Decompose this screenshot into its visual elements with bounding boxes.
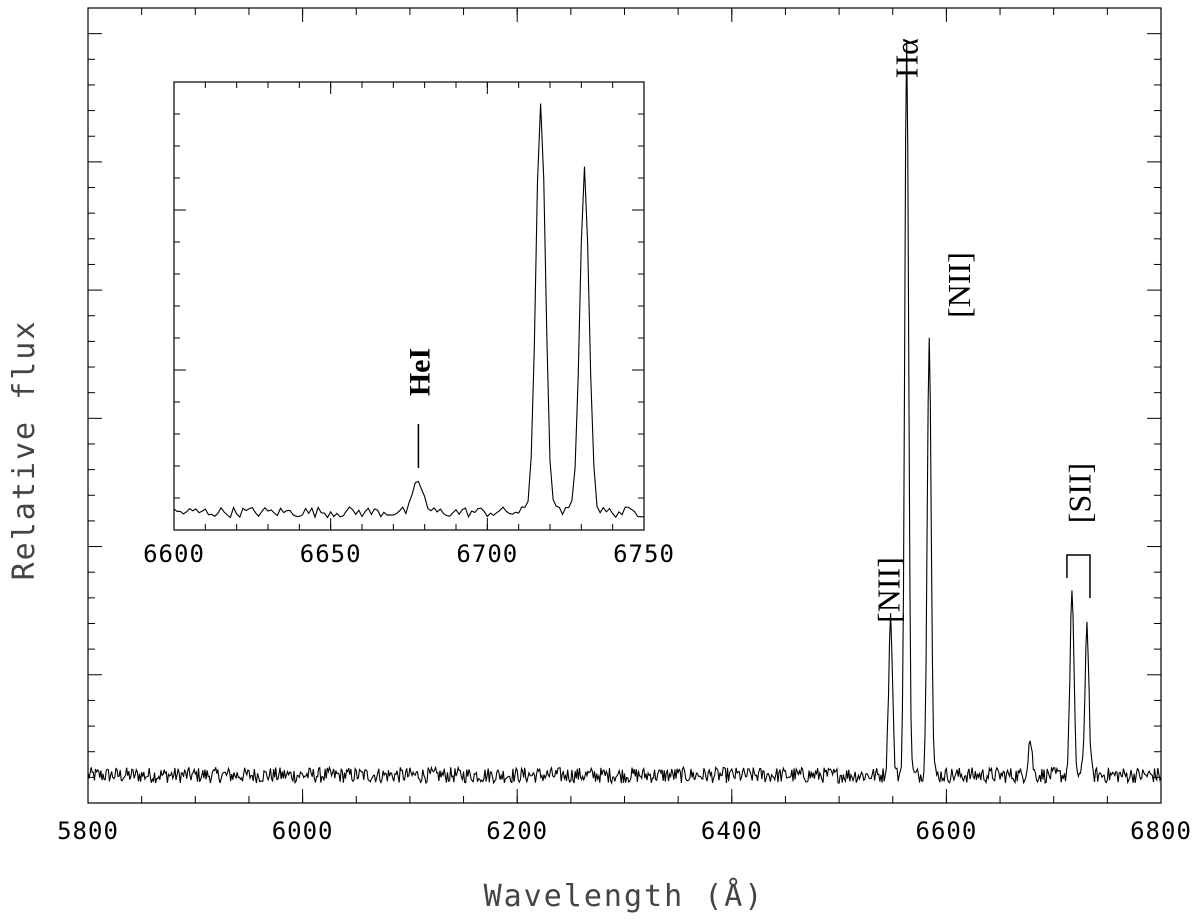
y-axis-title: Relative flux — [7, 320, 42, 581]
x-tick-label: 6200 — [486, 817, 548, 845]
x-axis-title: Wavelength (Å) — [484, 878, 765, 914]
inset-spectrum-line — [173, 103, 645, 519]
x-tick-label: 5800 — [57, 817, 119, 845]
inset-background — [174, 82, 644, 530]
inset-x-tick-labels: 6600 6650 6700 6750 — [143, 540, 675, 568]
emission-line-label: HeI — [403, 348, 436, 396]
main-plot: 5800 6000 6200 6400 6600 6800 [NII] Hα [NII] [SI… — [7, 7, 1192, 914]
x-tick-label: 6750 — [613, 540, 675, 568]
inset-axis-ticks — [173, 81, 645, 531]
x-tick-label: 6400 — [701, 817, 763, 845]
x-tick-label: 6800 — [1130, 817, 1192, 845]
x-tick-label: 6650 — [300, 540, 362, 568]
x-tick-label: 6600 — [143, 540, 205, 568]
main-line-annotations: [NII] Hα [NII] [SII] — [871, 38, 1098, 623]
x-tick-label: 6000 — [272, 817, 334, 845]
main-axis-ticks — [87, 7, 1162, 804]
inset-plot: 6600 6650 6700 6750 HeI — [143, 81, 675, 568]
emission-line-label: [NII] — [871, 557, 907, 623]
emission-line-label: [SII] — [1061, 463, 1097, 523]
emission-line-label: [NII] — [941, 252, 977, 318]
sii-doublet-bracket — [1066, 554, 1091, 598]
x-tick-label: 6600 — [916, 817, 978, 845]
x-tick-label: 6700 — [456, 540, 518, 568]
emission-line-label: Hα — [889, 38, 925, 78]
inset-line-annotations: HeI — [403, 348, 436, 468]
main-x-tick-labels: 5800 6000 6200 6400 6600 6800 — [57, 817, 1192, 845]
main-spectrum-line — [87, 41, 1162, 785]
